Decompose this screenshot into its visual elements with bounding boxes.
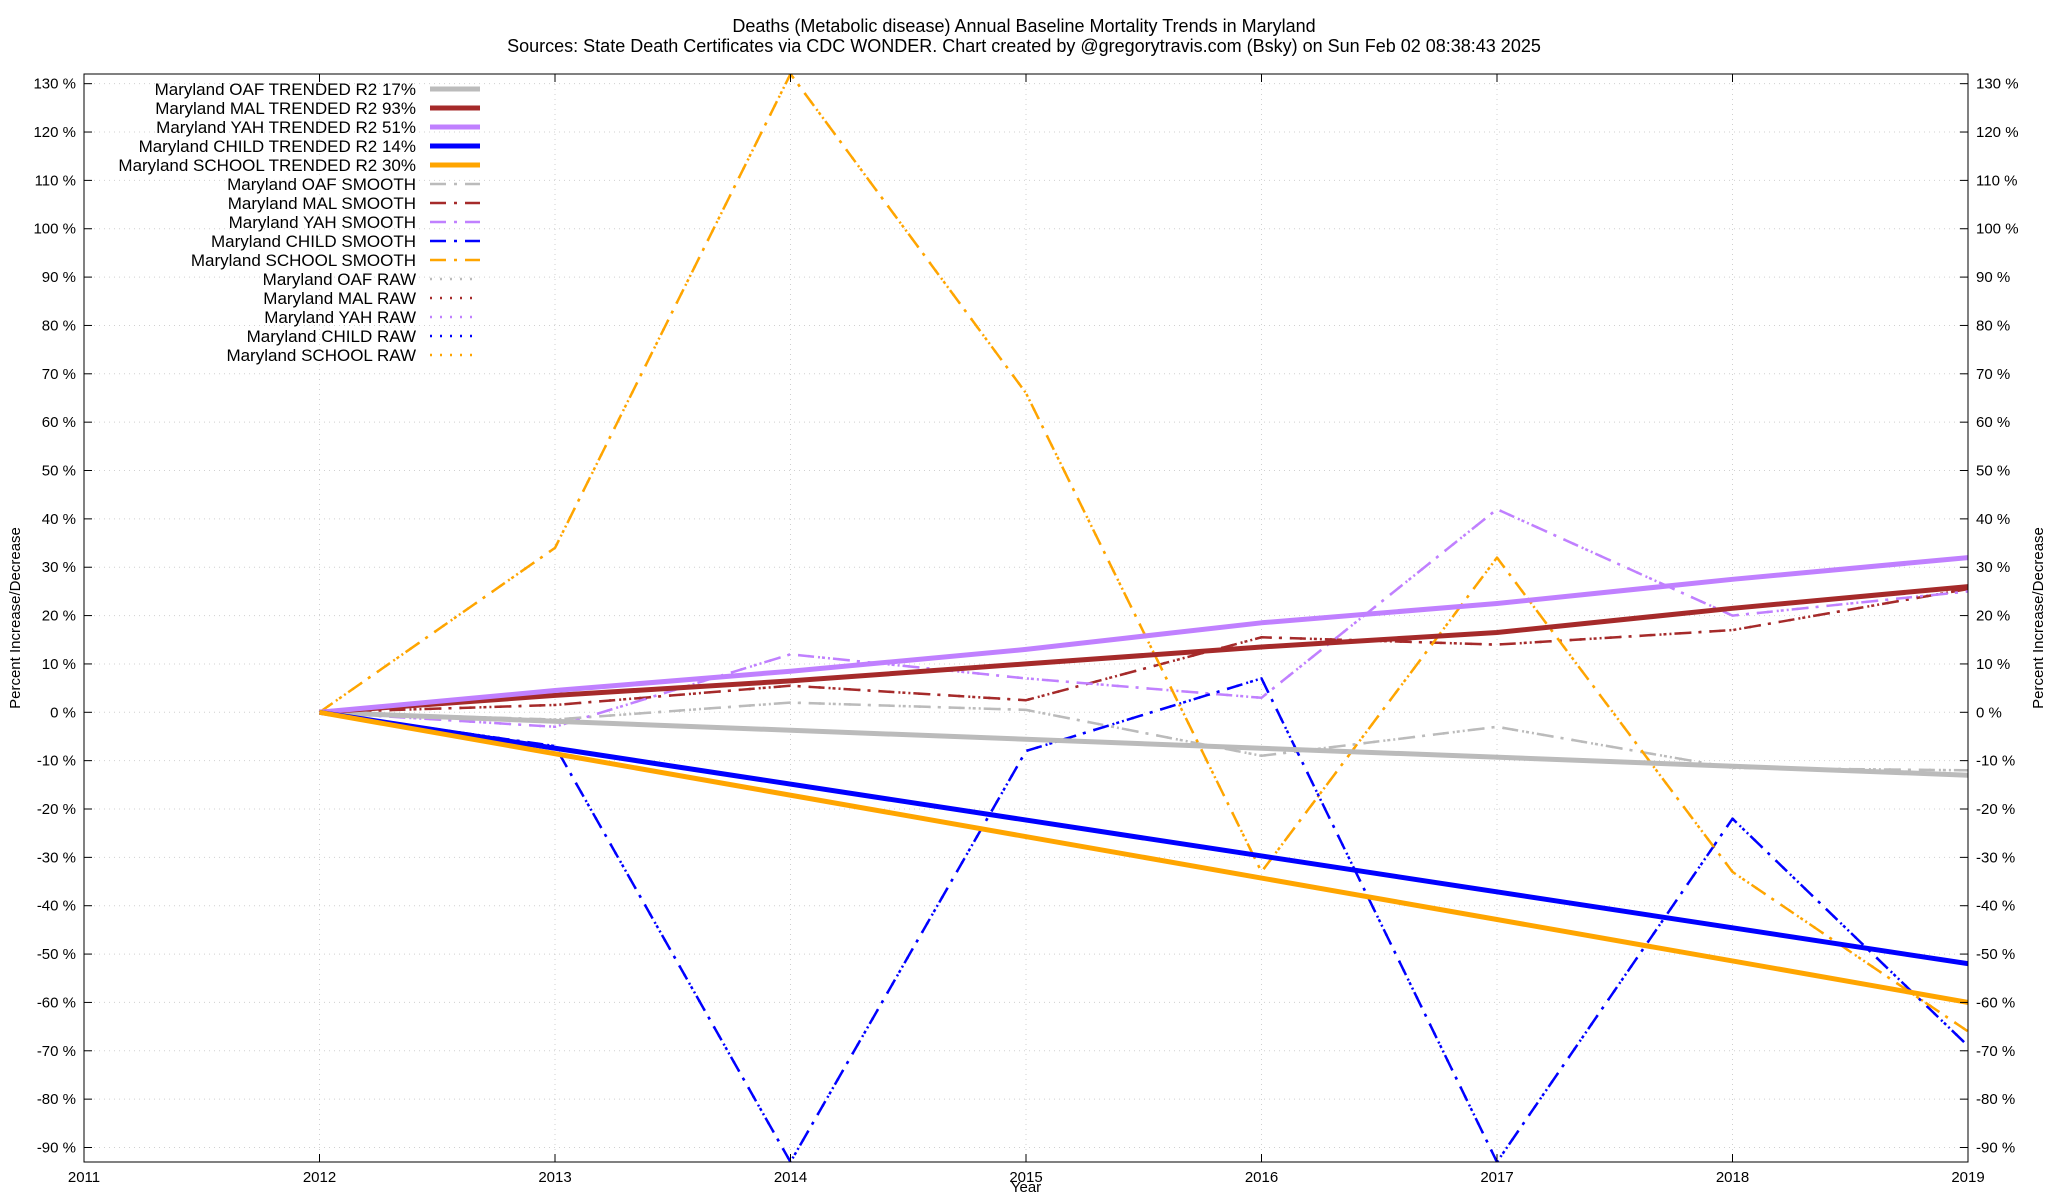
legend: Maryland OAF TRENDED R2 17%Maryland MAL … [118,80,480,365]
legend-label-maryland-child-trended-r2-14: Maryland CHILD TRENDED R2 14% [139,137,416,156]
y-axis-label-left: Percent Increase/Decrease [7,527,24,709]
y-tick-label-right: -90 % [1976,1139,2015,1156]
legend-label-maryland-school-raw: Maryland SCHOOL RAW [226,346,416,365]
y-tick-label-right: 40 % [1976,511,2010,528]
y-tick-label-left: -80 % [37,1091,76,1108]
y-tick-label-right: -30 % [1976,849,2015,866]
x-tick-label: 2012 [303,1169,336,1186]
y-tick-label-left: 10 % [42,656,76,673]
x-tick-label: 2017 [1480,1169,1513,1186]
chart-subtitle: Sources: State Death Certificates via CD… [507,36,1541,56]
x-tick-label: 2019 [1951,1169,1984,1186]
y-axis-label-right: Percent Increase/Decrease [2030,527,2047,709]
y-tick-label-left: 130 % [33,76,76,93]
y-tick-label-right: 110 % [1976,172,2017,189]
y-tick-label-left: -40 % [37,898,76,915]
x-tick-label: 2015 [1009,1169,1042,1186]
y-tick-label-right: 120 % [1976,124,2019,141]
y-tick-label-right: 20 % [1976,608,2010,625]
legend-label-maryland-yah-raw: Maryland YAH RAW [264,308,416,327]
tick-layer: 2011 2012 2013 2014 2015 2016 2017 2018 2019 -90 … [33,74,2019,1186]
series-line-maryland-child-smooth [319,677,1968,1162]
legend-label-maryland-yah-smooth: Maryland YAH SMOOTH [229,213,416,232]
y-tick-label-left: -90 % [37,1139,76,1156]
y-tick-label-left: -20 % [37,801,76,818]
x-axis-label: Year [1011,1179,1041,1196]
legend-label-maryland-yah-trended-r2-51: Maryland YAH TRENDED R2 51% [156,118,416,137]
legend-label-maryland-school-trended-r2-30: Maryland SCHOOL TRENDED R2 30% [118,156,416,175]
y-tick-label-left: -30 % [37,849,76,866]
y-tick-label-left: 80 % [42,317,76,334]
y-tick-label-right: 10 % [1976,656,2010,673]
y-tick-label-right: -40 % [1976,898,2015,915]
y-tick-label-left: -50 % [37,946,76,963]
y-tick-label-right: 70 % [1976,366,2010,383]
y-tick-label-right: -50 % [1976,946,2015,963]
legend-label-maryland-child-smooth: Maryland CHILD SMOOTH [211,232,416,251]
y-tick-label-right: 0 % [1976,704,2002,721]
chart-title: Deaths (Metabolic disease) Annual Baseli… [732,16,1315,36]
y-tick-label-left: 110 % [35,172,76,189]
x-tick-label: 2011 [68,1169,100,1186]
legend-label-maryland-child-raw: Maryland CHILD RAW [247,327,416,346]
y-tick-label-left: -10 % [37,753,76,770]
y-tick-label-right: 30 % [1976,559,2010,576]
series-line-maryland-oaf-trended-r2-17 [319,709,1968,778]
y-tick-label-left: 90 % [42,269,76,286]
y-tick-label-left: 70 % [42,366,76,383]
y-tick-label-left: 100 % [33,221,76,238]
y-tick-label-right: -70 % [1976,1043,2015,1060]
x-tick-label: 2018 [1716,1169,1749,1186]
y-tick-label-right: 60 % [1976,414,2010,431]
legend-label-maryland-oaf-smooth: Maryland OAF SMOOTH [227,175,416,194]
x-tick-label: 2013 [538,1169,571,1186]
series-layer [318,74,1968,1162]
legend-label-maryland-school-smooth: Maryland SCHOOL SMOOTH [191,251,416,270]
series-line-maryland-mal-trended-r2-93 [319,584,1968,715]
y-tick-label-left: 0 % [50,704,76,721]
grid-layer [84,74,1968,1162]
series-line-maryland-yah-smooth [319,507,1968,729]
y-tick-label-left: 30 % [42,559,76,576]
y-tick-label-right: -80 % [1976,1091,2015,1108]
legend-label-maryland-mal-raw: Maryland MAL RAW [263,289,416,308]
series-line-maryland-school-smooth [318,74,1968,1033]
y-tick-label-left: 50 % [42,463,76,480]
y-tick-label-right: -10 % [1976,753,2015,770]
x-tick-label: 2016 [1245,1169,1278,1186]
y-tick-label-right: 90 % [1976,269,2010,286]
y-tick-label-right: -60 % [1976,994,2015,1011]
y-tick-label-right: 130 % [1976,76,2019,93]
series-line-maryland-mal-smooth [319,587,1968,714]
y-tick-label-left: 120 % [33,124,76,141]
series-line-maryland-school-trended-r2-30 [319,709,1968,1005]
y-tick-label-left: 40 % [42,511,76,528]
legend-label-maryland-oaf-trended-r2-17: Maryland OAF TRENDED R2 17% [155,80,416,99]
y-tick-label-right: -20 % [1976,801,2015,818]
legend-label-maryland-mal-smooth: Maryland MAL SMOOTH [228,194,416,213]
y-tick-label-right: 80 % [1976,317,2010,334]
series-line-maryland-child-trended-r2-14 [319,709,1968,967]
y-tick-label-right: 50 % [1976,463,2010,480]
x-tick-label: 2014 [774,1169,807,1186]
legend-label-maryland-mal-trended-r2-93: Maryland MAL TRENDED R2 93% [155,99,416,118]
y-tick-label-left: 20 % [42,608,76,625]
y-tick-label-left: 60 % [42,414,76,431]
series-line-maryland-yah-trended-r2-51 [319,555,1968,715]
y-tick-label-left: -60 % [37,994,76,1011]
legend-label-maryland-oaf-raw: Maryland OAF RAW [263,270,416,289]
y-tick-label-right: 100 % [1976,221,2019,238]
y-tick-label-left: -70 % [37,1043,76,1060]
